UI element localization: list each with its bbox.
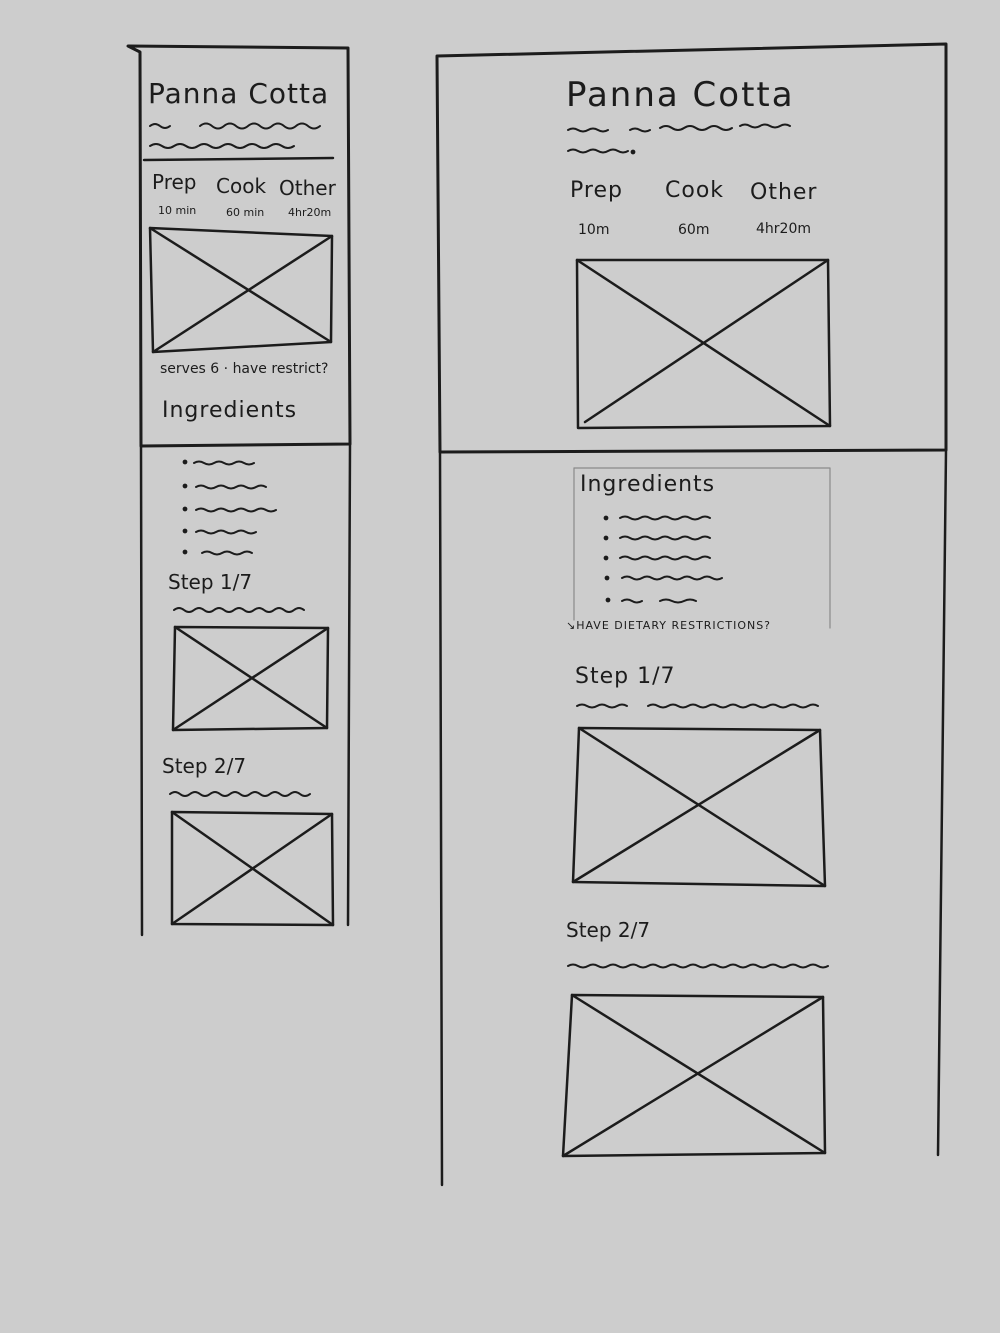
- mobile-hero-image-placeholder: [148, 226, 334, 354]
- mobile-step-1-label: Step 1/7: [168, 570, 253, 594]
- mobile-serves-note: serves 6 · have restrict?: [160, 361, 329, 377]
- desktop-ingredient-bullets: [603, 515, 723, 604]
- desktop-prep-value: 10m: [578, 222, 610, 238]
- mobile-ingredients-heading: Ingredients: [162, 398, 298, 423]
- desktop-step-2-description-line: [567, 963, 829, 969]
- desktop-hero-image-placeholder: [575, 258, 832, 430]
- desktop-step-1-description-line: [576, 703, 819, 709]
- desktop-step-2-image-placeholder: [561, 993, 827, 1158]
- mobile-step-2-label: Step 2/7: [162, 754, 247, 778]
- desktop-step-1-image-placeholder: [571, 726, 827, 888]
- desktop-dietary-note: ↘HAVE DIETARY RESTRICTIONS?: [566, 619, 772, 632]
- mobile-step-2-description-line: [169, 791, 311, 797]
- mobile-prep-value: 10 min: [158, 204, 197, 217]
- mobile-cook-label: Cook: [216, 174, 267, 198]
- mobile-prep-label: Prep: [152, 170, 197, 194]
- mobile-description-lines: [142, 122, 335, 162]
- desktop-step-1-label: Step 1/7: [575, 664, 676, 689]
- desktop-prep-label: Prep: [570, 178, 623, 203]
- mobile-frame: [126, 44, 352, 937]
- desktop-description-lines: [567, 123, 791, 155]
- desktop-frame: [435, 42, 948, 1187]
- desktop-recipe-title: Panna Cotta: [566, 75, 795, 115]
- mobile-ingredient-bullets: [182, 459, 277, 556]
- mobile-recipe-title: Panna Cotta: [148, 77, 330, 110]
- desktop-other-value: 4hr20m: [756, 221, 811, 237]
- mobile-cook-value: 60 min: [226, 206, 265, 219]
- desktop-step-2-label: Step 2/7: [566, 918, 651, 942]
- mobile-other-label: Other: [279, 176, 336, 200]
- desktop-ingredients-heading: Ingredients: [580, 472, 716, 497]
- mobile-step-2-image-placeholder: [170, 810, 335, 927]
- desktop-cook-value: 60m: [678, 222, 710, 238]
- desktop-other-label: Other: [750, 180, 818, 205]
- desktop-cook-label: Cook: [665, 178, 725, 203]
- desktop-ingredients-panel: [573, 467, 831, 629]
- mobile-other-value: 4hr20m: [288, 206, 332, 219]
- mobile-step-1-description-line: [173, 607, 305, 613]
- mobile-step-1-image-placeholder: [171, 625, 330, 732]
